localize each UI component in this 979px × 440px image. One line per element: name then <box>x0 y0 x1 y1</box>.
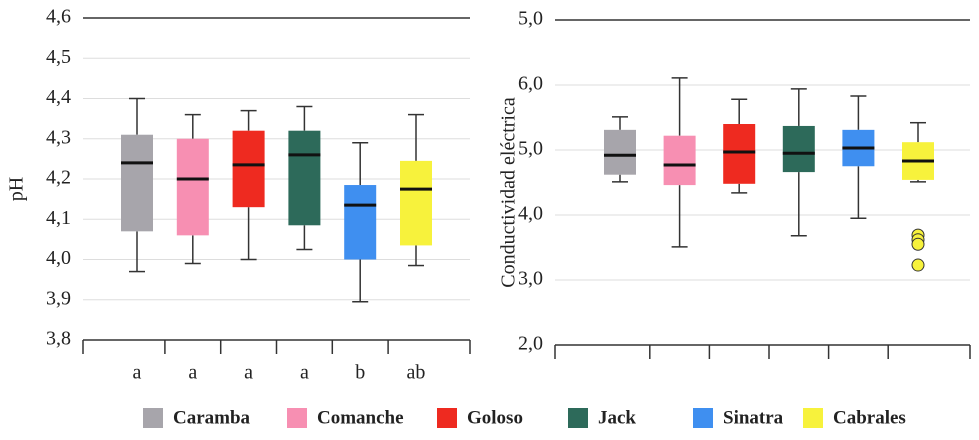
legend-swatch <box>803 408 823 428</box>
y-tick-label: 4,5 <box>46 46 71 68</box>
y-tick-label: 4,3 <box>46 126 71 148</box>
y-tick-label: 3,8 <box>46 328 71 350</box>
y-tick-label: 4,0 <box>46 247 71 269</box>
y-tick-label: 3,0 <box>518 268 543 290</box>
x-tick-label: a <box>300 362 309 384</box>
legend-swatch <box>287 408 307 428</box>
box <box>400 160 432 246</box>
legend-label: Sinatra <box>723 407 784 428</box>
legend-label: Goloso <box>467 407 523 428</box>
legend-swatch <box>693 408 713 428</box>
outlier <box>911 237 925 251</box>
box <box>663 135 696 186</box>
y-tick-label: 4,6 <box>46 6 71 28</box>
legend-label: Cabrales <box>833 407 906 428</box>
y-tick-label: 5,0 <box>518 8 543 30</box>
box <box>723 124 756 184</box>
box <box>782 125 815 173</box>
legend-swatch <box>568 408 588 428</box>
y-axis-label: pH <box>6 177 28 201</box>
legend-swatch <box>143 408 163 428</box>
box <box>121 134 153 232</box>
legend-swatch <box>437 408 457 428</box>
x-tick-label: a <box>133 362 142 384</box>
x-tick-label: b <box>355 362 365 384</box>
legend-label: Comanche <box>317 407 404 428</box>
y-tick-label: 4,0 <box>518 203 543 225</box>
legend-label: Jack <box>598 407 636 428</box>
y-tick-label: 3,9 <box>46 287 71 309</box>
y-tick-label: 2,0 <box>518 333 543 355</box>
y-tick-label: 4,4 <box>46 86 71 108</box>
y-tick-label: 4,1 <box>46 207 71 229</box>
x-tick-label: a <box>244 362 253 384</box>
box <box>604 129 636 175</box>
y-tick-label: 5,0 <box>518 138 543 160</box>
x-tick-label: ab <box>407 362 426 384</box>
y-tick-label: 4,2 <box>46 167 71 189</box>
y-axis-label: Conductividad eléctrica <box>498 97 520 288</box>
x-tick-label: a <box>188 362 197 384</box>
outlier <box>911 258 925 272</box>
box <box>176 138 209 236</box>
box <box>232 130 265 208</box>
legend-label: Caramba <box>173 407 251 428</box>
box <box>288 130 321 226</box>
y-tick-label: 6,0 <box>518 73 543 95</box>
box <box>344 185 377 260</box>
